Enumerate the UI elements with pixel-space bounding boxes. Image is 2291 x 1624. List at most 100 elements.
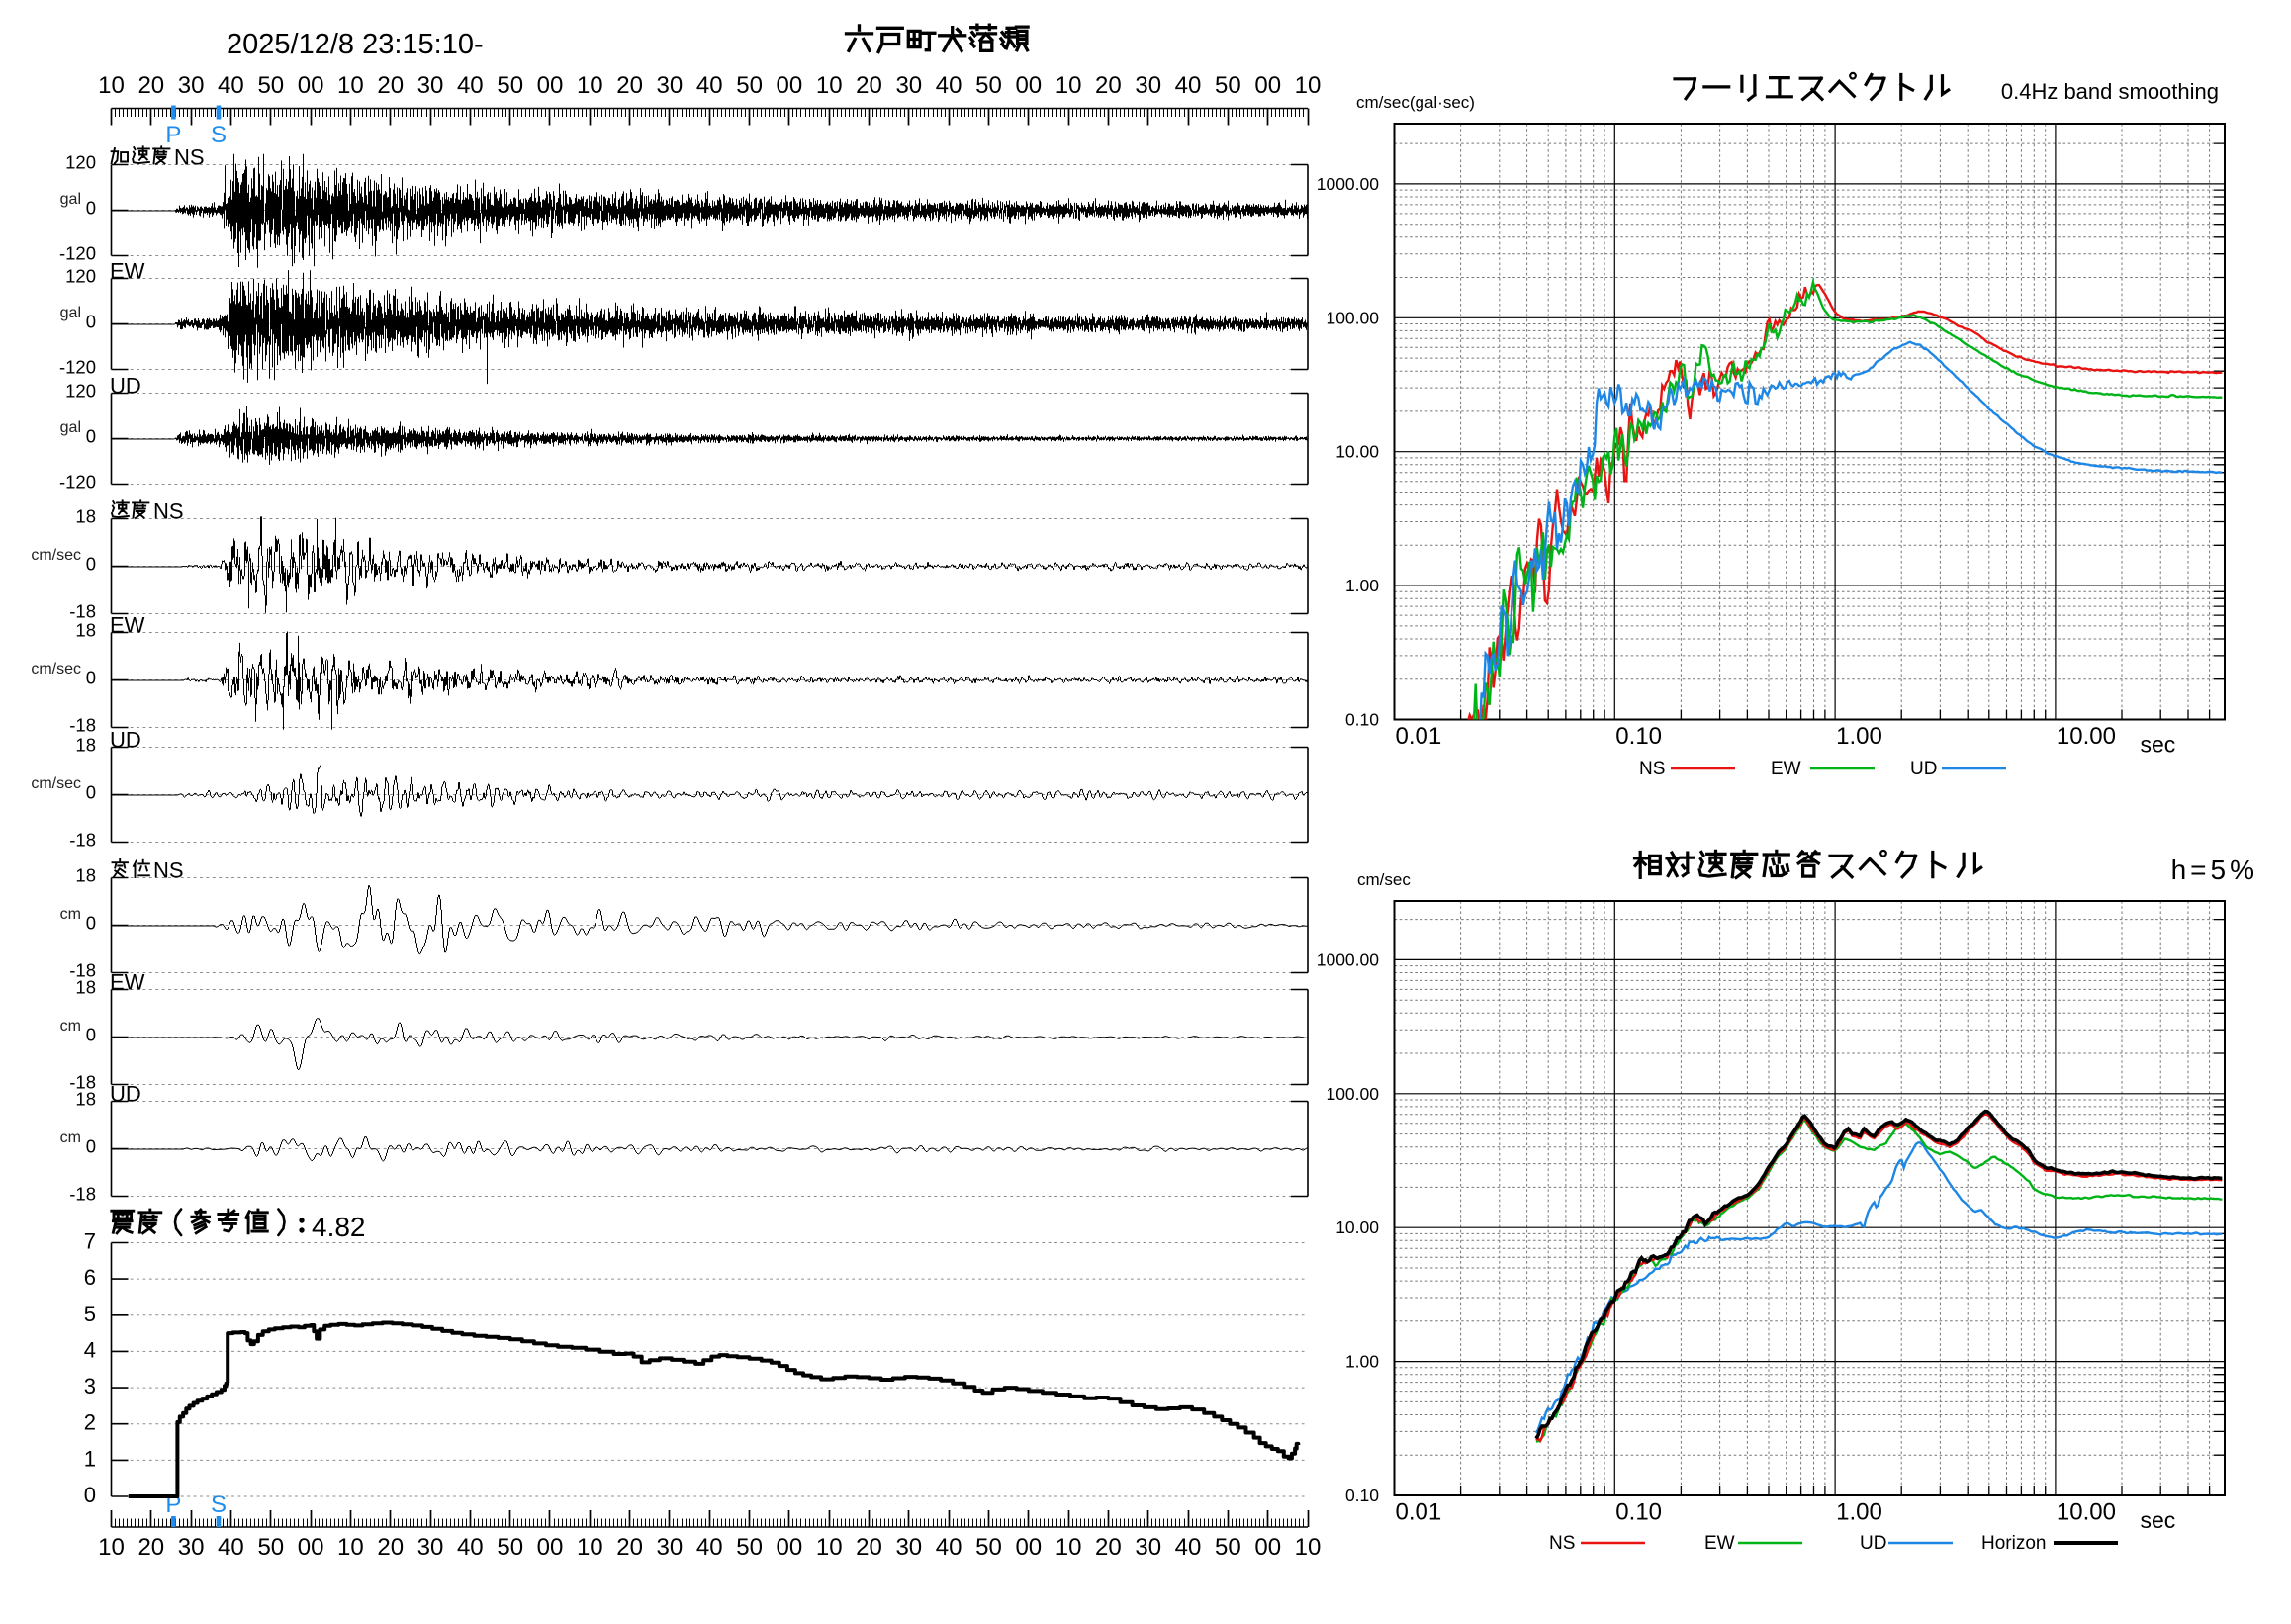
svg-text:40: 40 [218,72,244,99]
svg-text:cm: cm [60,1129,81,1146]
svg-text:10: 10 [1295,72,1322,99]
svg-text:50: 50 [736,1534,763,1561]
svg-text:1000.00: 1000.00 [1317,949,1380,969]
svg-text:0: 0 [86,426,96,447]
svg-text:120: 120 [65,152,96,173]
svg-text:30: 30 [178,72,205,99]
svg-text:0: 0 [86,668,96,688]
svg-text:1.00: 1.00 [1836,723,1882,750]
svg-text:00: 00 [537,1534,564,1561]
svg-text:0.10: 0.10 [1615,723,1662,750]
svg-text:-18: -18 [69,715,96,736]
svg-text:18: 18 [75,620,96,641]
svg-text:NS: NS [153,858,184,883]
svg-text:0: 0 [84,1483,96,1507]
svg-text:0.10: 0.10 [1345,1486,1379,1505]
svg-text:NS: NS [153,499,184,524]
svg-text:3: 3 [84,1374,96,1398]
svg-text:120: 120 [65,266,96,287]
svg-text:S: S [211,1491,227,1518]
svg-text:sec: sec [2141,732,2176,758]
svg-text:0.01: 0.01 [1396,723,1442,750]
svg-text:cm/sec(gal·sec): cm/sec(gal·sec) [1356,93,1475,112]
svg-text:EW: EW [110,259,145,284]
svg-text:EW: EW [1704,1533,1735,1554]
svg-text:18: 18 [75,1089,96,1110]
svg-text:0.01: 0.01 [1396,1499,1442,1526]
svg-text:40: 40 [936,72,962,99]
svg-text:1: 1 [84,1446,96,1471]
svg-text:10.00: 10.00 [1335,1218,1379,1237]
svg-text:30: 30 [1135,72,1161,99]
svg-text:0.10: 0.10 [1345,710,1379,730]
svg-text:cm: cm [60,1018,81,1035]
svg-text:NS: NS [1549,1533,1575,1554]
svg-text:2025/12/8 23:15:10-: 2025/12/8 23:15:10- [227,29,484,60]
svg-text:-18: -18 [69,601,96,622]
svg-text:18: 18 [75,506,96,527]
svg-text:1000.00: 1000.00 [1317,174,1380,194]
svg-text:0: 0 [86,1136,96,1157]
svg-text:10: 10 [577,1534,603,1561]
svg-text:EW: EW [110,970,145,995]
svg-text:00: 00 [1254,72,1281,99]
svg-text:40: 40 [1175,72,1202,99]
svg-text:18: 18 [75,735,96,756]
svg-text:cm/sec: cm/sec [31,775,81,792]
svg-text:20: 20 [1095,1534,1122,1561]
svg-text:40: 40 [1175,1534,1202,1561]
svg-text:1.00: 1.00 [1836,1499,1882,1526]
svg-text:10: 10 [577,72,603,99]
svg-text:10.00: 10.00 [2057,1499,2116,1526]
svg-text:NS: NS [174,145,205,170]
svg-text:-18: -18 [69,830,96,851]
svg-text:0: 0 [86,1025,96,1045]
svg-text:-120: -120 [59,472,96,493]
svg-text:00: 00 [298,72,324,99]
svg-text:Horizon: Horizon [1981,1533,2046,1554]
svg-text:50: 50 [975,1534,1002,1561]
svg-text:EW: EW [110,613,145,638]
svg-text:20: 20 [616,1534,643,1561]
svg-text:UD: UD [1910,759,1937,779]
svg-text:120: 120 [65,381,96,402]
svg-text:cm/sec: cm/sec [1357,870,1411,889]
svg-text:50: 50 [736,72,763,99]
svg-text:UD: UD [110,728,141,753]
svg-text:4.82: 4.82 [312,1212,366,1242]
svg-text:10: 10 [337,1534,364,1561]
svg-text:10: 10 [98,1534,125,1561]
svg-text:40: 40 [457,72,484,99]
svg-text:30: 30 [417,1534,444,1561]
svg-text:4: 4 [84,1337,96,1362]
svg-text:30: 30 [895,1534,922,1561]
svg-text:40: 40 [218,1534,244,1561]
svg-text:UD: UD [110,374,141,399]
svg-text:00: 00 [1254,1534,1281,1561]
svg-text:0: 0 [86,312,96,332]
svg-text:gal: gal [60,191,81,208]
svg-text:EW: EW [1771,759,1801,779]
svg-text:cm: cm [60,906,81,923]
svg-text:18: 18 [75,865,96,886]
svg-text:20: 20 [856,72,882,99]
svg-text:50: 50 [1215,72,1241,99]
svg-text:0: 0 [86,913,96,934]
svg-text:10: 10 [1295,1534,1322,1561]
svg-text:-18: -18 [69,1184,96,1205]
svg-text:5: 5 [84,1302,96,1326]
svg-text:20: 20 [856,1534,882,1561]
svg-text:-120: -120 [59,243,96,264]
svg-text:1.00: 1.00 [1345,576,1379,595]
svg-text:2: 2 [84,1410,96,1435]
svg-text:00: 00 [1015,72,1042,99]
svg-text:30: 30 [657,1534,684,1561]
svg-text:00: 00 [777,72,803,99]
svg-text:-18: -18 [69,1072,96,1093]
svg-text:50: 50 [1215,1534,1241,1561]
svg-text:6: 6 [84,1265,96,1290]
svg-text:00: 00 [537,72,564,99]
svg-text:10: 10 [816,1534,843,1561]
svg-text:40: 40 [696,72,723,99]
svg-text:00: 00 [298,1534,324,1561]
